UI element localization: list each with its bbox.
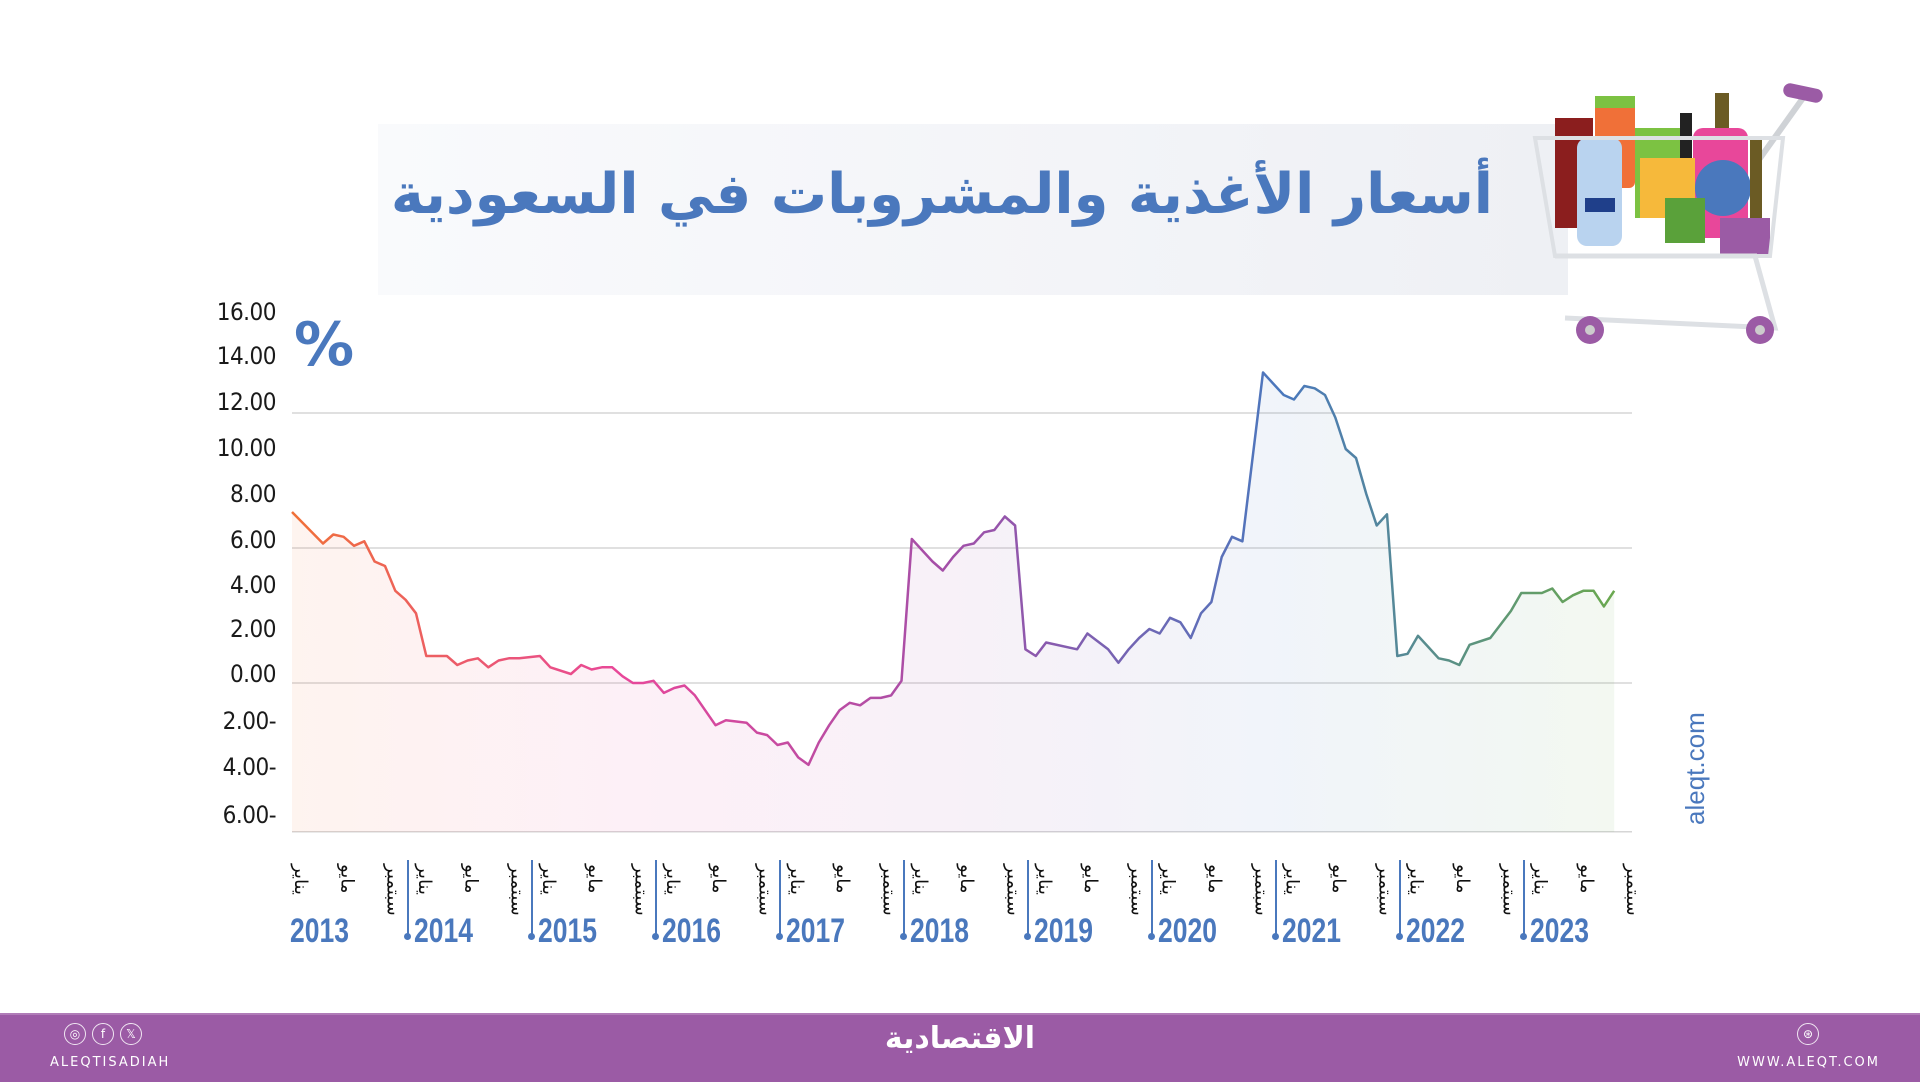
x-month-label: سبتمبر bbox=[630, 864, 652, 916]
x-year-label: 2023 bbox=[1529, 912, 1589, 950]
area-fill bbox=[292, 372, 1615, 832]
x-icon[interactable]: 𝕏 bbox=[120, 1023, 142, 1045]
x-month-label: يناير bbox=[413, 864, 435, 895]
x-month-label: مايو bbox=[832, 864, 854, 894]
x-month-label: مايو bbox=[708, 864, 730, 894]
y-tick-label: 4.00 bbox=[229, 571, 277, 599]
unit-label: % bbox=[294, 310, 355, 380]
y-tick-label: 6.00 bbox=[229, 526, 277, 554]
x-month-label: مايو bbox=[1328, 864, 1349, 894]
data-line bbox=[291, 371, 1616, 767]
x-month-label: سبتمبر bbox=[878, 864, 900, 916]
x-month-label: مايو bbox=[460, 864, 482, 894]
year-separator bbox=[1395, 860, 1403, 940]
x-year-label: 2020 bbox=[1157, 912, 1217, 950]
brand-logo: الاقتصادية bbox=[884, 1021, 1036, 1056]
x-month-label: يناير bbox=[1033, 864, 1055, 895]
x-month-label: يناير bbox=[1405, 864, 1427, 895]
x-month-label: يناير bbox=[1281, 864, 1303, 895]
y-tick-label: 2.00- bbox=[222, 707, 277, 735]
facebook-icon[interactable]: f bbox=[92, 1023, 114, 1045]
year-separator bbox=[527, 860, 535, 940]
x-year-label: 2019 bbox=[1033, 912, 1093, 950]
x-month-label: سبتمبر bbox=[1126, 864, 1148, 916]
y-tick-label: 6.00- bbox=[222, 801, 277, 829]
x-month-label: سبتمبر bbox=[1498, 864, 1520, 916]
instagram-icon[interactable]: ◎ bbox=[64, 1023, 86, 1045]
x-year-label: 2014 bbox=[413, 912, 473, 950]
y-tick-label: 12.00 bbox=[216, 388, 277, 416]
x-year-label: 2016 bbox=[661, 912, 721, 950]
social-handle[interactable]: ALEQTISADIAH bbox=[50, 1055, 171, 1070]
website-link[interactable]: WWW.ALEQT.COM bbox=[1737, 1055, 1880, 1070]
y-tick-label: 16.00 bbox=[216, 298, 277, 326]
year-separator bbox=[1271, 860, 1279, 940]
x-year-label: 2021 bbox=[1281, 912, 1341, 950]
x-month-label: سبتمبر bbox=[1002, 864, 1024, 916]
x-month-label: مايو bbox=[336, 864, 358, 894]
x-month-label: يناير bbox=[785, 864, 807, 895]
year-separator bbox=[1147, 860, 1155, 940]
page-title: أسعار الأغذية والمشروبات في السعودية bbox=[390, 162, 1493, 227]
side-site-label: aleqt.com bbox=[1680, 712, 1710, 825]
x-month-label: سبتمبر bbox=[1250, 864, 1272, 916]
x-month-label: يناير bbox=[661, 864, 683, 895]
x-year-label: 2013 bbox=[290, 912, 349, 950]
year-separator bbox=[651, 860, 659, 940]
dribbble-globe-icon[interactable]: ⊛ bbox=[1797, 1023, 1819, 1045]
x-year-label: 2017 bbox=[785, 912, 845, 950]
y-tick-label: 2.00 bbox=[229, 615, 277, 643]
footer-bar: ◎ f 𝕏 ALEQTISADIAH الاقتصادية ⊛ WWW.ALEQ… bbox=[0, 1013, 1920, 1082]
shopping-cart-icon bbox=[1532, 83, 1823, 344]
year-separator bbox=[899, 860, 907, 940]
y-tick-label: 10.00 bbox=[216, 434, 277, 462]
year-separator bbox=[1023, 860, 1031, 940]
x-year-label: 2015 bbox=[537, 912, 597, 950]
year-separator bbox=[775, 860, 783, 940]
x-month-label: يناير bbox=[1157, 864, 1179, 895]
x-month-label: سبتمبر bbox=[754, 864, 776, 916]
y-tick-label: 0.00 bbox=[229, 660, 277, 688]
x-month-label: مايو bbox=[1575, 864, 1597, 894]
year-separator bbox=[1519, 860, 1527, 940]
x-month-label: سبتمبر bbox=[506, 864, 528, 916]
x-month-label: سبتمبر bbox=[1374, 864, 1396, 916]
x-month-label: يناير bbox=[1529, 864, 1551, 895]
x-month-label: يناير bbox=[909, 864, 931, 895]
x-month-label: مايو bbox=[956, 864, 978, 894]
x-month-label: مايو bbox=[584, 864, 606, 894]
x-year-label: 2018 bbox=[909, 912, 969, 950]
social-icons: ◎ f 𝕏 bbox=[64, 1023, 142, 1045]
x-month-label: سبتمبر bbox=[382, 864, 404, 916]
title-band bbox=[378, 124, 1568, 295]
x-month-label: مايو bbox=[1080, 864, 1102, 894]
y-tick-label: 14.00 bbox=[216, 342, 277, 370]
y-tick-label: 4.00- bbox=[222, 753, 277, 781]
x-year-label: 2022 bbox=[1405, 912, 1465, 950]
x-month-label: يناير bbox=[290, 864, 311, 895]
y-tick-label: 8.00 bbox=[229, 480, 277, 508]
x-month-label: مايو bbox=[1451, 864, 1473, 894]
x-month-label: مايو bbox=[1204, 864, 1226, 894]
year-separator bbox=[403, 860, 411, 940]
x-month-label: يناير bbox=[537, 864, 559, 895]
x-month-label: سبتمبر bbox=[1622, 864, 1644, 916]
